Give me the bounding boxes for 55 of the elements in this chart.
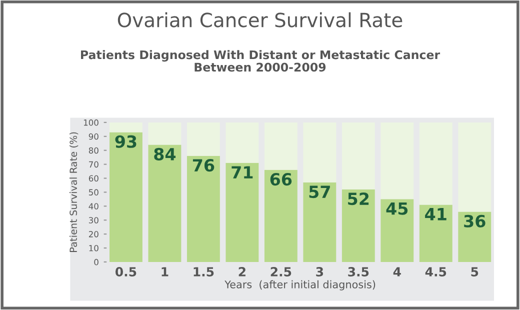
bar xyxy=(419,204,452,262)
y-tick-label: 50 xyxy=(89,189,98,196)
bar xyxy=(148,144,182,262)
bar xyxy=(110,132,142,262)
data-label: 57 xyxy=(309,186,330,198)
bar xyxy=(380,122,414,200)
data-label: 93 xyxy=(115,135,136,148)
data-label: 71 xyxy=(232,166,253,178)
x-tick-label: 1.5 xyxy=(194,267,214,276)
bar xyxy=(458,212,492,262)
y-tick-label: 30 xyxy=(88,217,98,224)
bar xyxy=(110,122,142,132)
bar xyxy=(419,122,452,205)
bar xyxy=(303,182,336,262)
bar xyxy=(226,122,259,163)
y-tick-label: 10 xyxy=(89,244,98,252)
x-tick-label: 1 xyxy=(162,267,168,276)
y-tick-label: 20 xyxy=(88,231,98,238)
data-label: 66 xyxy=(270,172,292,186)
bar xyxy=(186,122,220,156)
data-label: 52 xyxy=(348,192,369,206)
chart-subtitle: Patients Diagnosed With Distant or Metastatic Cancer Between 2000-2009 xyxy=(81,50,440,72)
bar xyxy=(342,189,375,262)
y-tick-label: 40 xyxy=(88,203,98,210)
x-tick-label: 3.5 xyxy=(348,267,369,276)
y-tick-label: 100 xyxy=(84,119,98,126)
x-tick-label: 2 xyxy=(238,267,246,276)
bar xyxy=(264,122,298,170)
data-label: 76 xyxy=(192,159,214,172)
y-tick-label: 60 xyxy=(88,175,98,182)
y-tick-label: 70 xyxy=(89,161,98,168)
x-tick-label: 0.5 xyxy=(115,267,136,276)
x-tick-label: 2.5 xyxy=(270,267,292,276)
data-label: 84 xyxy=(154,148,176,160)
data-label: 41 xyxy=(425,208,446,220)
y-tick-label: 80 xyxy=(88,147,98,154)
x-axis-title: Years (after initial diagnosis) xyxy=(224,280,376,290)
x-tick-label: 3 xyxy=(316,267,324,276)
y-tick-label: 90 xyxy=(88,133,98,140)
bar xyxy=(148,122,182,145)
bar xyxy=(458,122,492,212)
data-label: 45 xyxy=(386,202,408,215)
y-tick-label: 0 xyxy=(94,258,98,266)
x-tick-label: 5 xyxy=(471,267,478,276)
bar xyxy=(303,122,336,182)
x-tick-label: 4.5 xyxy=(425,267,446,276)
bar xyxy=(226,162,259,262)
x-tick-label: 4 xyxy=(393,267,401,276)
bar xyxy=(264,170,298,262)
bar xyxy=(186,156,220,262)
y-axis-title: Patient Survival Rate (%) xyxy=(69,132,78,252)
bar xyxy=(380,199,414,262)
bar xyxy=(342,122,375,190)
data-label: 36 xyxy=(464,214,486,228)
chart-title: Ovarian Cancer Survival Rate xyxy=(118,12,402,28)
